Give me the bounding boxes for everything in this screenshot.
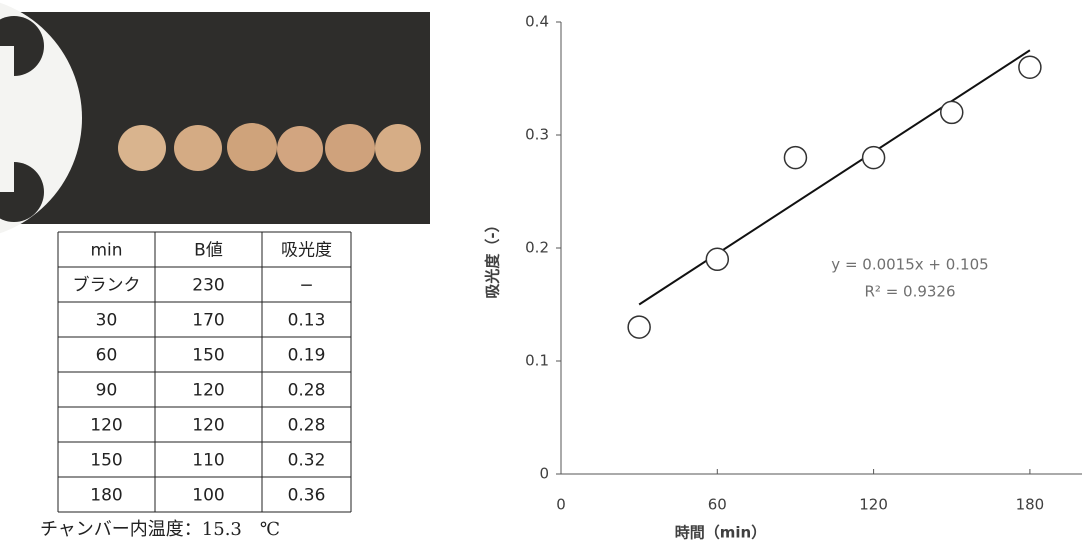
trendline-equation: y = 0.0015x + 0.105 bbox=[831, 256, 988, 274]
table-cell: 0.13 bbox=[288, 311, 326, 331]
table-cell: 0.32 bbox=[288, 451, 326, 471]
table-cell: − bbox=[299, 276, 313, 296]
chart: 0 0.1 0.2 0.3 0.4 0 60 120 180 時間（min） 吸光度（-） y = 0… bbox=[484, 13, 1083, 542]
table-cell: 180 bbox=[90, 486, 122, 506]
table-cell: 30 bbox=[96, 311, 118, 331]
data-point bbox=[628, 316, 650, 338]
x-tick-label: 60 bbox=[708, 496, 727, 514]
table-cell: 0.19 bbox=[288, 346, 326, 366]
table-cell: 120 bbox=[192, 416, 224, 436]
table-cell: 230 bbox=[192, 276, 224, 296]
data-point bbox=[863, 147, 885, 169]
data-point bbox=[941, 101, 963, 123]
trendline-r2: R² = 0.9326 bbox=[864, 283, 955, 301]
photo bbox=[0, 0, 430, 240]
y-tick-label: 0.3 bbox=[525, 126, 549, 144]
table-cell: 60 bbox=[96, 346, 118, 366]
table-cell: B値 bbox=[194, 241, 223, 261]
x-tick-label: 180 bbox=[1016, 496, 1045, 514]
table-cell: 吸光度 bbox=[281, 241, 332, 261]
table-cell: 170 bbox=[192, 311, 224, 331]
y-tick-label: 0.4 bbox=[525, 13, 549, 31]
table-cell: min bbox=[90, 241, 122, 261]
caption: チャンバー内温度：15.3 ℃ bbox=[40, 519, 280, 540]
table-cell: 120 bbox=[90, 416, 122, 436]
table-cell: 150 bbox=[90, 451, 122, 471]
data-point bbox=[706, 248, 728, 270]
table-cell: 110 bbox=[192, 451, 224, 471]
y-axis-title: 吸光度（-） bbox=[484, 217, 502, 298]
data-point bbox=[784, 147, 806, 169]
x-axis-title: 時間（min） bbox=[675, 524, 766, 542]
x-tick-label: 0 bbox=[556, 496, 566, 514]
data-point bbox=[1019, 56, 1041, 78]
table-cell: 120 bbox=[192, 381, 224, 401]
x-tick-label: 120 bbox=[859, 496, 888, 514]
table-cell: 150 bbox=[192, 346, 224, 366]
table-cell: 90 bbox=[96, 381, 118, 401]
table-cell: 0.28 bbox=[288, 381, 326, 401]
y-tick-label: 0.2 bbox=[525, 239, 549, 257]
y-tick-label: 0.1 bbox=[525, 352, 549, 370]
table-cell: 0.28 bbox=[288, 416, 326, 436]
table-cell: 100 bbox=[192, 486, 224, 506]
y-tick-label: 0 bbox=[539, 465, 549, 483]
figure: minB値吸光度ブランク230−301700.13601500.19901200… bbox=[0, 0, 1087, 543]
table-cell: ブランク bbox=[73, 275, 141, 296]
table-cell: 0.36 bbox=[288, 486, 326, 506]
page: {"table": {"header": ["min", "B値", "吸光度"… bbox=[0, 0, 1087, 543]
